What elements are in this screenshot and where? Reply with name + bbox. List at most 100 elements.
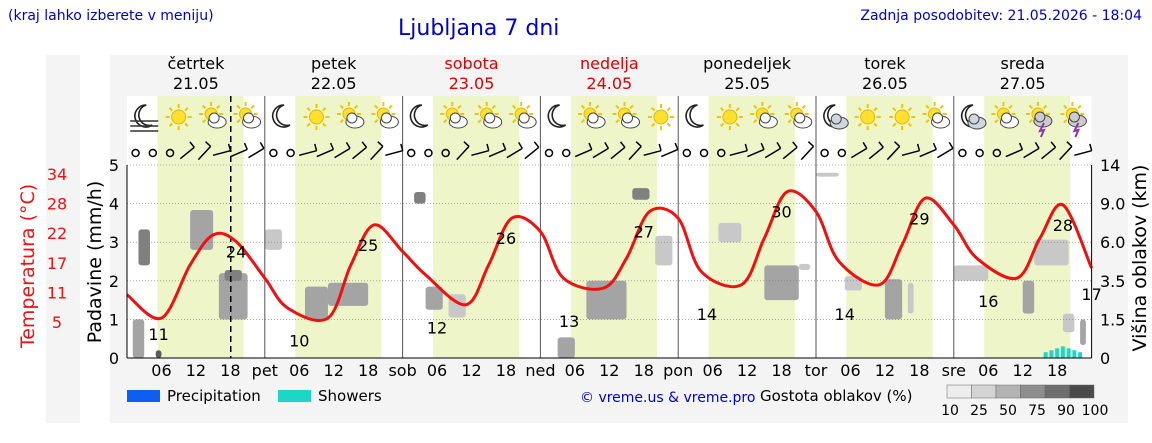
cloud-height-tick: 0: [1100, 349, 1110, 368]
sun-disc: [308, 109, 324, 125]
moon-shape: [685, 104, 704, 128]
wind-barb-icon: [782, 141, 798, 160]
sun-ray: [939, 104, 944, 110]
sun-ray: [753, 104, 758, 110]
wind-barb-icon: [729, 143, 748, 157]
cloud-height-tick: 1.5: [1100, 310, 1125, 329]
x-tick-label: 18: [220, 361, 240, 380]
x-tick-label: 06: [289, 361, 309, 380]
x-tick-label: ned: [525, 361, 555, 380]
wind-barb-flag: [760, 142, 765, 150]
day-name: torek: [864, 54, 906, 73]
cloud-cover-block: [953, 265, 989, 281]
wind-barb-flag: [948, 141, 954, 149]
sun-cloud-icon: [750, 102, 778, 129]
wind-barb-flag: [862, 141, 868, 149]
day-name: petek: [311, 54, 357, 73]
shower-bar: [1072, 350, 1077, 358]
x-tick-label: 12: [461, 361, 481, 380]
x-tick-label: 18: [358, 361, 378, 380]
wind-barb-flag: [635, 141, 642, 147]
wind-barb-shaft: [230, 148, 248, 158]
day-name: četrtek: [167, 54, 225, 73]
wind-barb-flag: [463, 141, 470, 147]
daylight-band: [984, 96, 1071, 358]
x-tick-label: 06: [978, 361, 998, 380]
cloud-density-swatch: [946, 384, 972, 399]
cloud-cover-block: [132, 319, 145, 358]
sun-ray: [735, 122, 740, 127]
sun-ray: [580, 118, 586, 124]
temperature-tick: 22: [47, 224, 67, 243]
wind-barb-shaft: [868, 146, 884, 160]
temperature-label: 28: [1053, 216, 1073, 235]
sun-icon: [889, 104, 916, 130]
moon-icon: [547, 104, 567, 128]
wind-barb-icon: [800, 141, 815, 161]
wind-barb-icon: [1005, 142, 1024, 158]
day-date: 24.05: [586, 74, 632, 93]
wind-barb-icon: [370, 141, 384, 161]
x-tick-label: 18: [496, 361, 516, 380]
cloud-puff: [968, 113, 980, 125]
sun-ray: [511, 104, 517, 110]
temperature-label: 14: [697, 305, 717, 324]
calm-wind-icon: [699, 148, 709, 158]
wind-barb-flag: [361, 141, 368, 148]
sun-ray: [1042, 104, 1048, 110]
wind-barb-shaft: [334, 147, 351, 159]
wind-barb-icon: [1023, 141, 1040, 159]
cloud-puff: [380, 112, 392, 124]
sun-disc: [653, 109, 669, 125]
x-tick-label: tor: [805, 361, 828, 380]
wind-barb-shaft: [506, 147, 523, 159]
wind-barb-icon: [1041, 141, 1057, 160]
temperature-label: 30: [771, 203, 791, 222]
wind-barb-flag: [674, 142, 679, 150]
wind-barb-icon: [212, 143, 232, 157]
sun-ray: [767, 104, 772, 110]
x-tick-label: 12: [875, 361, 895, 380]
cloud-cover-block: [816, 172, 839, 177]
wind-barb-icon: [661, 142, 679, 158]
sun-storm-icon: [1060, 102, 1087, 138]
wind-barb-flag: [776, 141, 782, 149]
sun-ray: [873, 107, 878, 112]
calm-wind-icon: [165, 148, 175, 158]
calm-wind-icon: [837, 148, 847, 158]
sun-ray: [184, 107, 189, 112]
wind-barb-flag: [894, 141, 901, 147]
sun-ray: [353, 104, 359, 110]
wind-barb-flag: [533, 141, 540, 148]
cloud-density-swatch: [1044, 384, 1070, 399]
precipitation-tick: 0: [109, 349, 119, 368]
shower-bar: [1078, 352, 1083, 358]
region-hint[interactable]: (kraj lahko izberete v meniju): [8, 8, 214, 24]
temperature-tick: 5: [52, 313, 62, 332]
wind-barb-shaft: [628, 145, 642, 161]
cloud-density-level: 25: [970, 403, 988, 419]
sun-ray: [925, 104, 930, 110]
temperature-label: 14: [835, 305, 855, 324]
temperature-label: 16: [978, 292, 998, 311]
wind-barb-flag: [1018, 142, 1024, 150]
cloud-puff: [1068, 111, 1080, 123]
wind-barb-icon: [1059, 141, 1073, 161]
wind-barb-icon: [764, 141, 782, 159]
cloud-puff: [208, 112, 220, 124]
cloud-density-level: 90: [1057, 403, 1075, 419]
temperature-label: 26: [496, 229, 516, 248]
sun-ray: [629, 104, 634, 110]
sun-ray: [443, 118, 448, 124]
wind-barb-icon: [230, 142, 248, 158]
cloud-cover-block: [557, 337, 575, 358]
day-name: sobota: [444, 54, 498, 73]
wind-barb-flag: [314, 143, 318, 151]
sun-cloud-icon: [991, 102, 1019, 129]
day-date: 25.05: [724, 74, 770, 93]
wind-barb-shaft: [729, 149, 748, 157]
sun-icon: [647, 104, 674, 130]
sun-ray: [511, 118, 517, 124]
wind-barb-shaft: [1059, 145, 1073, 161]
calm-wind-icon: [561, 148, 571, 158]
